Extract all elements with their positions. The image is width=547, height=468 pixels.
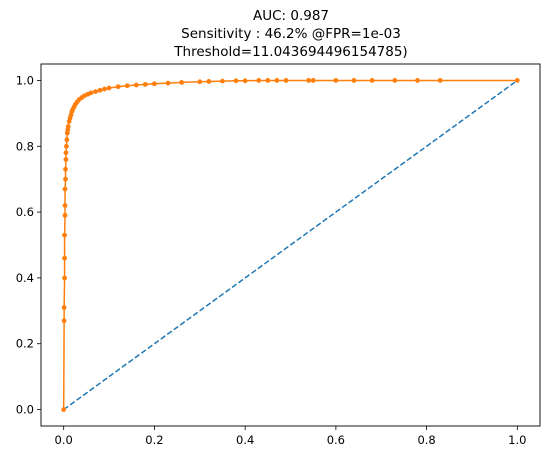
- roc-point: [274, 78, 280, 83]
- roc-point: [61, 305, 67, 310]
- roc-point: [415, 78, 420, 83]
- roc-point: [197, 79, 203, 85]
- roc-point: [63, 150, 69, 156]
- roc-point: [124, 83, 130, 89]
- roc-point: [220, 78, 225, 84]
- roc-point: [333, 78, 339, 83]
- x-tick-label: 1.0: [508, 433, 526, 447]
- title-line-2: Sensitivity : 46.2% @FPR=1e-03: [181, 26, 401, 42]
- y-tick-label: 0.6: [16, 205, 34, 219]
- roc-point: [64, 137, 70, 143]
- chart-title: AUC: 0.987 Sensitivity : 46.2% @FPR=1e-0…: [173, 8, 407, 60]
- roc-point: [233, 78, 239, 84]
- roc-point: [283, 78, 289, 83]
- x-tick-label: 0.2: [145, 433, 163, 447]
- roc-point: [242, 78, 248, 84]
- roc-point: [62, 255, 67, 261]
- y-tick-label: 0.8: [16, 139, 34, 153]
- roc-point: [62, 186, 68, 192]
- roc-point: [63, 157, 69, 162]
- roc-point: [256, 78, 262, 83]
- roc-point: [179, 80, 185, 85]
- x-tick-label: 0.4: [236, 433, 254, 447]
- x-tick-label: 0.6: [327, 433, 345, 447]
- roc-point: [62, 203, 68, 208]
- y-tick-label: 0.0: [16, 403, 34, 417]
- roc-point: [206, 79, 212, 84]
- roc-point: [62, 232, 67, 238]
- roc-point: [437, 78, 443, 83]
- roc-point: [65, 124, 71, 129]
- x-tick-label: 0.8: [417, 433, 435, 447]
- y-tick-label: 0.2: [16, 337, 34, 351]
- roc-point: [61, 407, 67, 412]
- roc-point: [102, 86, 107, 92]
- roc-point: [64, 143, 69, 149]
- roc-point: [142, 82, 148, 87]
- roc-point: [115, 84, 121, 90]
- roc-point: [392, 78, 398, 83]
- x-tick-label: 0.0: [55, 433, 73, 447]
- roc-point: [62, 212, 68, 218]
- roc-point: [63, 176, 68, 182]
- roc-point: [306, 78, 312, 83]
- roc-point: [351, 78, 357, 83]
- y-tick-label: 0.4: [16, 271, 34, 285]
- y-tick-label: 1.0: [16, 73, 34, 87]
- roc-point: [514, 78, 520, 83]
- roc-point: [106, 85, 112, 91]
- roc-point: [97, 87, 103, 93]
- roc-point: [63, 166, 68, 172]
- roc-point: [165, 80, 171, 86]
- roc-point: [310, 78, 316, 83]
- x-axis: 0.0 0.2 0.4 0.6 0.8 1.0: [55, 426, 526, 447]
- roc-point: [88, 90, 94, 96]
- plot-area: [61, 78, 520, 412]
- roc-point: [265, 78, 271, 83]
- roc-point: [93, 89, 98, 95]
- y-axis: 0.0 0.2 0.4 0.6 0.8 1.0: [16, 73, 41, 417]
- roc-point: [61, 318, 67, 324]
- roc-point: [62, 275, 67, 281]
- chance-diagonal-line: [63, 79, 518, 411]
- title-line-3: Threshold=11.043694496154785): [173, 44, 407, 60]
- roc-point: [152, 81, 157, 87]
- plot-frame: [40, 63, 541, 427]
- roc-point: [369, 78, 375, 83]
- title-line-1: AUC: 0.987: [253, 8, 329, 24]
- roc-point: [133, 82, 139, 88]
